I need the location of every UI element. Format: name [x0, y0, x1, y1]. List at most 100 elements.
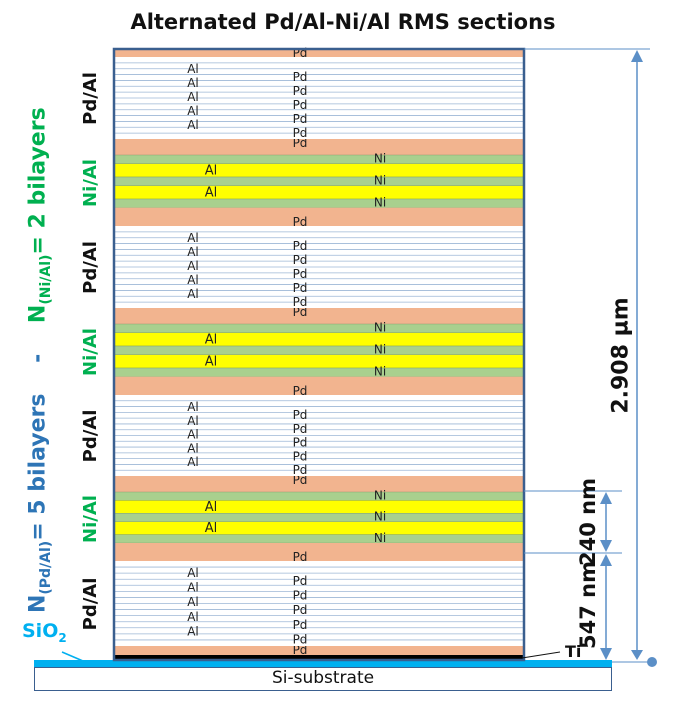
pd-layer-label: Pd [293, 136, 308, 150]
al-layer-label: Al [187, 595, 199, 609]
pd-layer [114, 317, 524, 324]
pd-al-section-label: Pd/Al [80, 72, 101, 125]
ni-layer [113, 154, 525, 164]
ni-layer [113, 513, 525, 522]
sio2-layer [34, 660, 612, 668]
al-layer-label: Al [187, 90, 199, 104]
pd-layer-label: Pd [293, 384, 308, 398]
label-separator: - [25, 353, 51, 363]
ni-layer-label: Ni [374, 343, 386, 357]
arrow-up-icon [631, 50, 643, 62]
ni-al-count: N(Ni/Al)= 2 bilayers [25, 107, 55, 324]
ni-layer-label: Ni [374, 321, 386, 335]
ti-label: Ti [565, 642, 582, 661]
pd-layer [114, 387, 524, 395]
pd-layer-label: Pd [293, 305, 308, 319]
pd-layer-label: Pd [293, 436, 308, 450]
al-layer [113, 500, 525, 514]
al-layer-label: Al [205, 163, 218, 178]
pd-al-count: N(Pd/Al)= 5 bilayers [25, 393, 55, 614]
bilayer-count-label: N(Pd/Al)= 5 bilayers - N(Ni/Al)= 2 bilay… [26, 107, 54, 613]
pd-layer-label: Pd [293, 239, 308, 253]
ni-layer [113, 198, 525, 208]
ni-layer-label: Ni [374, 365, 386, 379]
al-layer-label: Al [205, 332, 218, 347]
pd-layer-label: Pd [293, 422, 308, 436]
pd-layer-label: Pd [293, 632, 308, 646]
al-layer-label: Al [205, 185, 218, 200]
pd-layer-label: Pd [293, 574, 308, 588]
al-layer-label: Al [187, 118, 199, 132]
al-layer-label: Al [187, 62, 199, 76]
pd-al-thickness-label: 547 nm [575, 561, 600, 649]
ni-layer-label: Ni [374, 531, 386, 545]
pd-al-section-label: Pd/Al [80, 410, 101, 463]
al-layer [113, 354, 525, 369]
al-layer-label: Al [187, 566, 199, 580]
si-substrate: Si-substrate [34, 667, 612, 691]
ni-layer [113, 491, 525, 501]
al-layer [113, 185, 525, 200]
arrow-up-icon [600, 492, 612, 504]
arrow-down-icon [631, 650, 643, 660]
al-layer-label: Al [205, 500, 218, 515]
ni-layer [113, 176, 525, 186]
al-layer-label: Al [187, 245, 199, 259]
al-layer-label: Al [187, 287, 199, 301]
ti-pointer-line [521, 651, 561, 659]
ni-layer-label: Ni [374, 196, 386, 210]
ni-layer [113, 323, 525, 333]
al-layer-label: Al [187, 259, 199, 273]
al-layer-label: Al [187, 76, 199, 90]
pd-layer [114, 476, 524, 485]
pd-layer-label: Pd [293, 267, 308, 281]
al-layer-label: Al [187, 231, 199, 245]
pd-al-section-label: Pd/Al [80, 241, 101, 294]
pd-layer-label: Pd [293, 126, 308, 140]
dimension-endpoint-dot [647, 657, 657, 667]
ti-layer [114, 655, 524, 660]
pd-layer-label: Pd [293, 589, 308, 603]
ni-layer [113, 534, 525, 544]
al-layer-label: Al [205, 354, 218, 369]
ni-layer-label: Ni [374, 152, 386, 166]
pd-layer [114, 218, 524, 226]
pd-layer [114, 308, 524, 317]
pd-al-section-label: Pd/Al [80, 578, 101, 631]
ni-layer-label: Ni [374, 174, 386, 188]
pd-layer [114, 49, 524, 57]
al-layer-label: Al [187, 428, 199, 442]
pd-layer-label: Pd [293, 550, 308, 564]
pd-layer-label: Pd [293, 84, 308, 98]
ni-al-section-label: Ni/Al [80, 495, 101, 543]
pd-layer [114, 553, 524, 561]
pd-layer-label: Pd [293, 295, 308, 309]
pd-layer [114, 139, 524, 148]
pd-layer [114, 646, 524, 655]
arrow-down-icon [600, 540, 612, 552]
pd-layer-label: Pd [293, 463, 308, 477]
al-layer-label: Al [187, 581, 199, 595]
pd-layer-label: Pd [293, 281, 308, 295]
pd-layer-label: Pd [293, 215, 308, 229]
arrow-up-icon [600, 554, 612, 566]
substrate-label: Si-substrate [271, 668, 375, 688]
al-layer-label: Al [187, 104, 199, 118]
ni-al-section-label: Ni/Al [80, 159, 101, 207]
pd-layer [114, 485, 524, 492]
arrow-down-icon [600, 648, 612, 660]
al-layer-label: Al [187, 624, 199, 638]
al-layer-label: Al [187, 441, 199, 455]
sio2-label: SiO2 [22, 620, 67, 645]
diagram-title: Alternated Pd/Al-Ni/Al RMS sections [130, 10, 556, 34]
ni-al-section-label: Ni/Al [80, 328, 101, 376]
al-layer-label: Al [187, 414, 199, 428]
pd-layer-label: Pd [293, 618, 308, 632]
pd-layer-label: Pd [293, 603, 308, 617]
pd-layer [114, 376, 524, 387]
al-layer-label: Al [187, 273, 199, 287]
al-layer [113, 332, 525, 347]
sio2-pointer-line [61, 651, 91, 665]
